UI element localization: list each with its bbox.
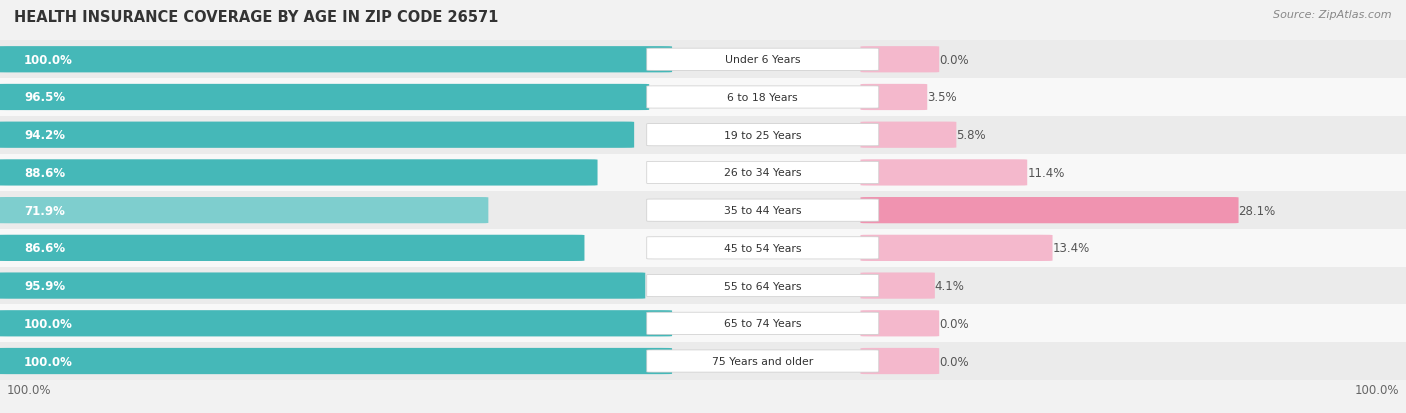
Text: Source: ZipAtlas.com: Source: ZipAtlas.com	[1274, 10, 1392, 20]
Text: 45 to 54 Years: 45 to 54 Years	[724, 243, 801, 253]
Bar	[0, 267, 1406, 305]
FancyBboxPatch shape	[647, 313, 879, 335]
Text: 28.1%: 28.1%	[1239, 204, 1275, 217]
Text: 55 to 64 Years: 55 to 64 Years	[724, 281, 801, 291]
Text: 71.9%: 71.9%	[24, 204, 65, 217]
Text: HEALTH INSURANCE COVERAGE BY AGE IN ZIP CODE 26571: HEALTH INSURANCE COVERAGE BY AGE IN ZIP …	[14, 10, 499, 25]
Bar	[0, 230, 1406, 267]
Bar	[0, 342, 1406, 380]
Bar	[0, 116, 1406, 154]
FancyBboxPatch shape	[860, 311, 939, 337]
FancyBboxPatch shape	[860, 197, 1239, 224]
Text: 3.5%: 3.5%	[928, 91, 957, 104]
Text: 26 to 34 Years: 26 to 34 Years	[724, 168, 801, 178]
FancyBboxPatch shape	[647, 199, 879, 222]
Text: 5.8%: 5.8%	[956, 129, 986, 142]
Text: 0.0%: 0.0%	[939, 317, 969, 330]
FancyBboxPatch shape	[0, 311, 672, 337]
Text: 13.4%: 13.4%	[1053, 242, 1090, 255]
FancyBboxPatch shape	[860, 160, 1028, 186]
Text: 94.2%: 94.2%	[24, 129, 65, 142]
Legend: With Coverage, Without Coverage: With Coverage, Without Coverage	[564, 408, 842, 413]
FancyBboxPatch shape	[0, 235, 585, 261]
Text: 0.0%: 0.0%	[939, 54, 969, 66]
Text: 75 Years and older: 75 Years and older	[711, 356, 814, 366]
Text: 100.0%: 100.0%	[24, 54, 73, 66]
FancyBboxPatch shape	[860, 235, 1053, 261]
Bar	[0, 79, 1406, 116]
FancyBboxPatch shape	[647, 237, 879, 259]
FancyBboxPatch shape	[860, 85, 928, 111]
FancyBboxPatch shape	[0, 47, 672, 73]
Text: 88.6%: 88.6%	[24, 166, 65, 180]
FancyBboxPatch shape	[860, 348, 939, 374]
Text: 100.0%: 100.0%	[7, 384, 52, 396]
Text: 100.0%: 100.0%	[24, 355, 73, 368]
Text: 95.9%: 95.9%	[24, 280, 65, 292]
Text: 6 to 18 Years: 6 to 18 Years	[727, 93, 799, 103]
FancyBboxPatch shape	[647, 162, 879, 184]
FancyBboxPatch shape	[860, 273, 935, 299]
FancyBboxPatch shape	[0, 85, 650, 111]
FancyBboxPatch shape	[647, 49, 879, 71]
Text: 100.0%: 100.0%	[1354, 384, 1399, 396]
FancyBboxPatch shape	[647, 275, 879, 297]
Text: Under 6 Years: Under 6 Years	[725, 55, 800, 65]
Text: 4.1%: 4.1%	[935, 280, 965, 292]
FancyBboxPatch shape	[647, 87, 879, 109]
Bar	[0, 41, 1406, 79]
Text: 65 to 74 Years: 65 to 74 Years	[724, 318, 801, 328]
Text: 35 to 44 Years: 35 to 44 Years	[724, 206, 801, 216]
FancyBboxPatch shape	[0, 122, 634, 148]
FancyBboxPatch shape	[0, 273, 645, 299]
Bar	[0, 192, 1406, 230]
FancyBboxPatch shape	[0, 348, 672, 374]
Text: 0.0%: 0.0%	[939, 355, 969, 368]
FancyBboxPatch shape	[0, 197, 488, 224]
Bar	[0, 154, 1406, 192]
FancyBboxPatch shape	[0, 160, 598, 186]
FancyBboxPatch shape	[647, 350, 879, 372]
Text: 96.5%: 96.5%	[24, 91, 65, 104]
Text: 100.0%: 100.0%	[24, 317, 73, 330]
Text: 11.4%: 11.4%	[1028, 166, 1064, 180]
Bar	[0, 305, 1406, 342]
FancyBboxPatch shape	[860, 47, 939, 73]
FancyBboxPatch shape	[647, 124, 879, 147]
Text: 19 to 25 Years: 19 to 25 Years	[724, 131, 801, 140]
Text: 86.6%: 86.6%	[24, 242, 65, 255]
FancyBboxPatch shape	[860, 122, 956, 148]
